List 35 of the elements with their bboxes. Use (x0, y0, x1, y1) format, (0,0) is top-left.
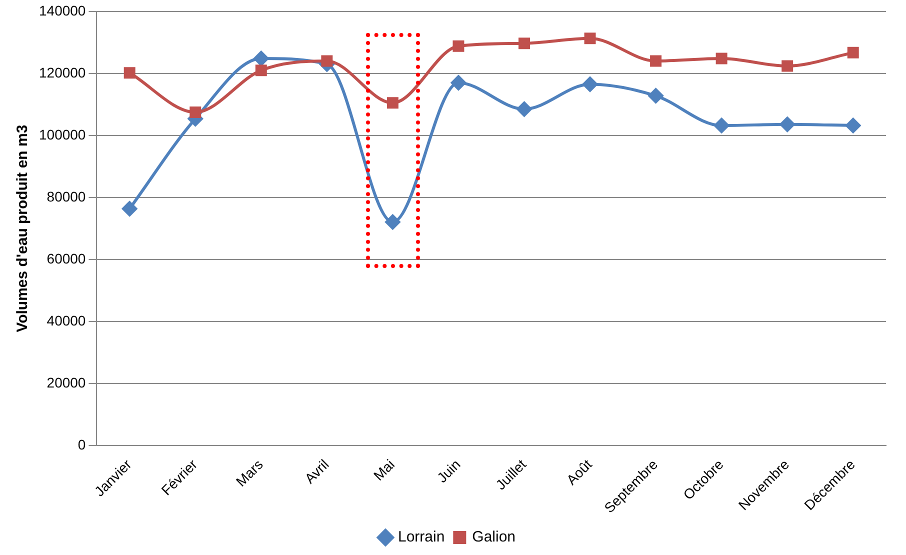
legend-label: Lorrain (398, 528, 445, 546)
point (518, 38, 530, 50)
point (386, 97, 398, 109)
point (584, 32, 596, 44)
point (648, 88, 664, 104)
x-tick-label: Mai (370, 456, 398, 484)
point (254, 51, 269, 66)
point (122, 201, 138, 216)
point (714, 118, 730, 134)
point (190, 106, 202, 118)
point (321, 55, 333, 67)
y-tick-label: 40000 (46, 312, 86, 328)
point (452, 40, 464, 52)
point (782, 60, 794, 72)
point (255, 64, 267, 76)
point (780, 116, 795, 132)
y-tick-label: 60000 (46, 250, 86, 266)
point (450, 75, 466, 90)
point (385, 214, 400, 230)
y-tick-label: 100000 (39, 126, 86, 142)
y-tick-label: 120000 (39, 64, 86, 80)
point (124, 67, 136, 79)
legend-label: Galion (472, 528, 516, 546)
point (516, 102, 532, 117)
point (582, 76, 598, 92)
x-tick-label: Juin (434, 456, 464, 486)
y-tick-label: 0 (78, 436, 86, 453)
y-tick-label: 20000 (46, 374, 86, 391)
point (846, 118, 861, 134)
point (847, 46, 859, 58)
point (650, 55, 662, 67)
point (716, 52, 728, 64)
y-tick-label: 80000 (46, 188, 86, 204)
y-tick-label: 140000 (39, 2, 86, 18)
y-axis-title: Volumes d'eau produit en m3 (14, 124, 32, 332)
